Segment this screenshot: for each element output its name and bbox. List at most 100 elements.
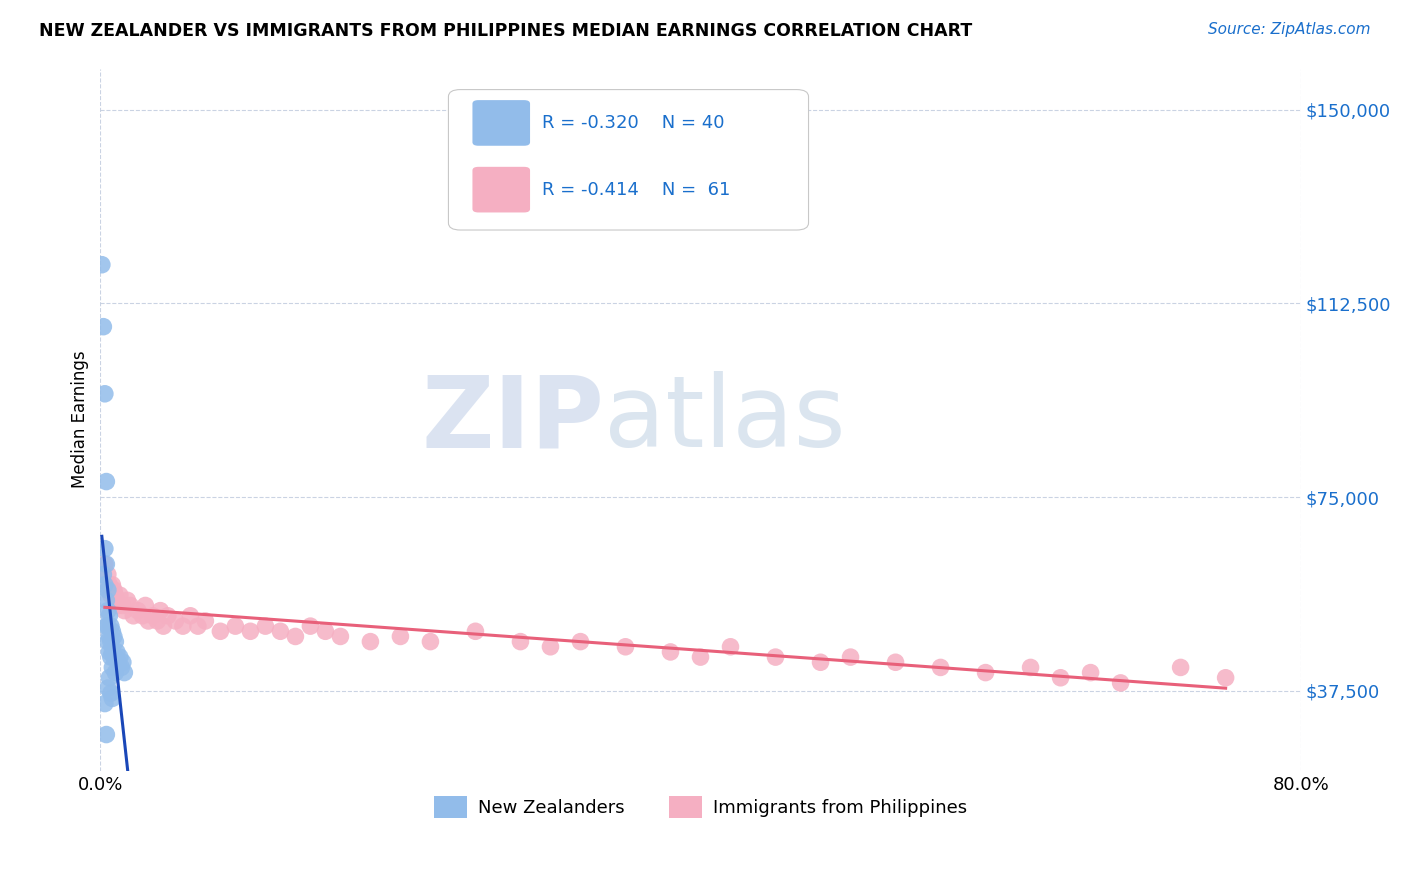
Point (96, 727, 118, 741)
Text: atlas: atlas (605, 371, 846, 468)
Point (111, 655, 134, 669)
Point (98, 578, 121, 592)
Point (179, 608, 201, 623)
Legend: New Zealanders, Immigrants from Philippines: New Zealanders, Immigrants from Philippi… (427, 789, 974, 825)
Point (974, 665, 997, 680)
Point (419, 634, 441, 648)
Point (614, 640, 637, 654)
Point (97, 681, 120, 695)
Point (165, 614, 187, 628)
FancyBboxPatch shape (472, 100, 530, 145)
Point (194, 614, 217, 628)
Point (104, 634, 127, 648)
Point (810, 655, 832, 669)
Point (134, 599, 156, 613)
Point (105, 645, 128, 659)
Point (98, 671, 121, 685)
Point (98, 645, 121, 659)
Point (94, 697, 117, 711)
Point (149, 604, 172, 618)
Point (146, 614, 169, 628)
Point (131, 608, 153, 623)
Point (100, 650, 122, 665)
Text: Source: ZipAtlas.com: Source: ZipAtlas.com (1208, 22, 1371, 37)
Point (152, 619, 174, 633)
Point (689, 650, 711, 665)
Point (97, 567, 120, 582)
Point (101, 578, 124, 592)
Point (105, 593, 128, 607)
Point (1049, 671, 1071, 685)
Text: R = -0.414    N =  61: R = -0.414 N = 61 (543, 181, 731, 199)
Point (239, 624, 262, 639)
Point (122, 608, 145, 623)
Point (96, 557, 118, 571)
Point (98, 630, 121, 644)
Point (1080, 665, 1102, 680)
Point (156, 608, 179, 623)
Point (839, 650, 862, 665)
Point (101, 660, 124, 674)
Point (97, 604, 120, 618)
Point (765, 650, 787, 665)
Point (96, 619, 118, 633)
Text: ZIP: ZIP (422, 371, 605, 468)
Point (187, 619, 209, 633)
Point (111, 599, 134, 613)
Point (720, 640, 742, 654)
Point (107, 599, 129, 613)
Point (884, 655, 907, 669)
Point (94, 541, 117, 556)
Point (329, 630, 352, 644)
Point (1215, 671, 1237, 685)
Point (103, 630, 125, 644)
Point (1170, 660, 1192, 674)
Point (100, 619, 122, 633)
Point (224, 619, 246, 633)
Point (90, 258, 112, 272)
Point (929, 660, 952, 674)
Point (101, 691, 124, 706)
Point (540, 640, 562, 654)
Point (110, 660, 132, 674)
Point (142, 608, 165, 623)
Point (94, 578, 117, 592)
Point (120, 599, 142, 613)
Point (509, 634, 531, 648)
Point (103, 582, 125, 597)
Point (100, 634, 122, 648)
Point (101, 624, 124, 639)
Point (389, 630, 412, 644)
FancyBboxPatch shape (472, 167, 530, 212)
Point (100, 588, 122, 602)
Point (254, 619, 277, 633)
Point (107, 655, 129, 669)
Point (97, 619, 120, 633)
Point (96, 475, 118, 489)
Point (101, 645, 124, 659)
Point (284, 630, 307, 644)
Point (1109, 676, 1132, 690)
Point (104, 650, 127, 665)
Point (104, 665, 127, 680)
Point (269, 624, 291, 639)
Point (299, 619, 322, 633)
Point (138, 614, 160, 628)
Point (97, 582, 120, 597)
Point (117, 593, 139, 607)
Point (209, 624, 232, 639)
Point (100, 686, 122, 700)
Point (172, 619, 194, 633)
Point (112, 665, 135, 680)
Point (93, 567, 115, 582)
Point (1019, 660, 1042, 674)
Point (94, 386, 117, 401)
Point (314, 624, 336, 639)
Point (112, 604, 135, 618)
Point (94, 557, 117, 571)
Point (108, 588, 131, 602)
Y-axis label: Median Earnings: Median Earnings (72, 351, 89, 489)
Text: R = -0.320    N = 40: R = -0.320 N = 40 (543, 114, 724, 132)
Point (97, 634, 120, 648)
Point (103, 650, 125, 665)
